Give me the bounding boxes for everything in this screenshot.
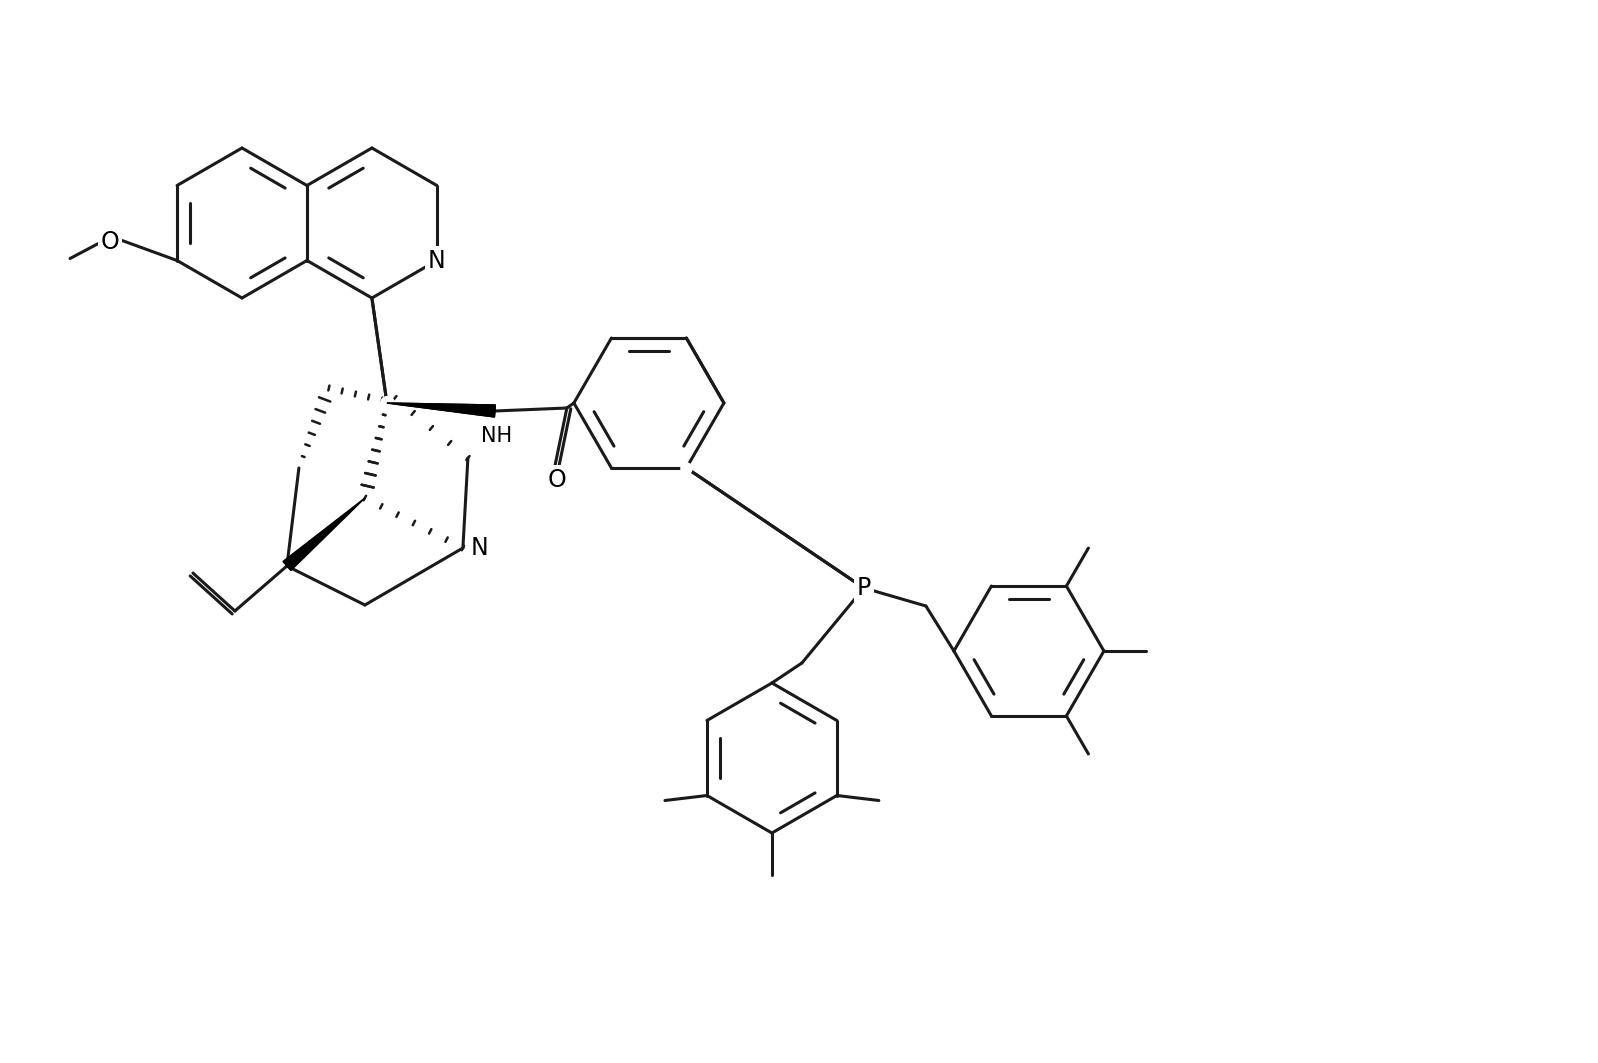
Text: P: P — [857, 576, 871, 600]
Polygon shape — [387, 403, 495, 417]
Polygon shape — [283, 497, 364, 571]
Polygon shape — [387, 403, 495, 417]
Text: N: N — [471, 536, 489, 560]
Text: NH: NH — [481, 426, 513, 446]
Text: O: O — [101, 230, 120, 253]
Text: N: N — [428, 249, 446, 272]
Text: O: O — [548, 468, 566, 492]
